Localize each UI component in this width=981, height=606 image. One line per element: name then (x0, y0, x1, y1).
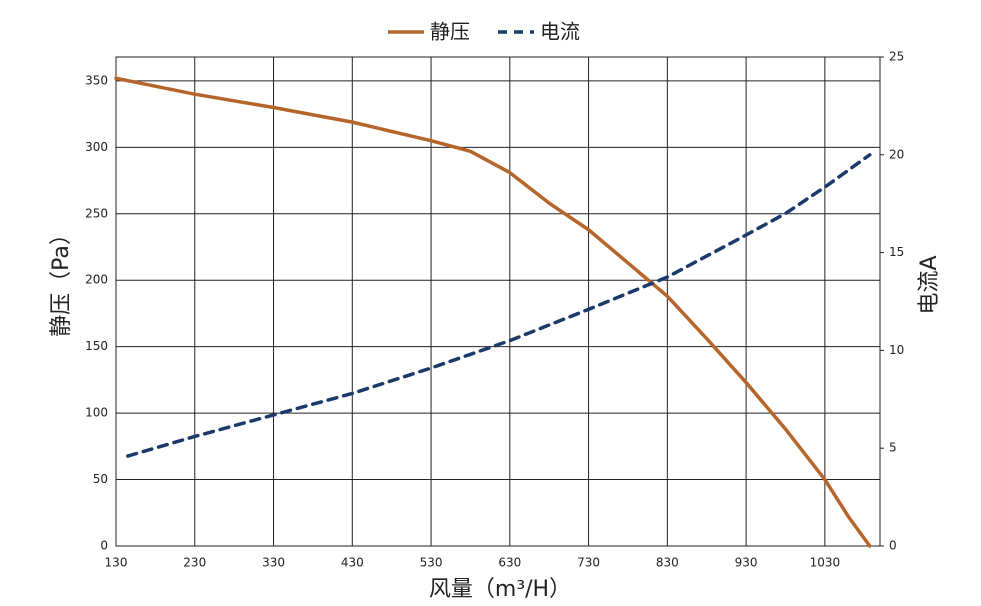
legend-label: 电流 (540, 20, 580, 44)
y2-tick-label: 25 (889, 50, 904, 64)
y2-tick-label: 20 (889, 147, 904, 161)
series-line (126, 153, 872, 458)
y-tick-label: 0 (100, 539, 108, 553)
y-tick-label: 250 (85, 206, 108, 220)
y2-tick-label: 0 (889, 539, 897, 553)
y2-axis-title: 电流A (917, 255, 942, 314)
x-tick-label: 530 (420, 556, 443, 570)
y-tick-label: 200 (85, 273, 108, 287)
plot-frame (115, 56, 881, 547)
x-tick-label: 230 (183, 556, 206, 570)
legend-label: 静压 (430, 20, 470, 44)
x-tick-label: 630 (498, 556, 521, 570)
x-tick-label: 930 (735, 556, 758, 570)
x-tick-label: 130 (105, 556, 128, 570)
y2-tick-label: 15 (889, 245, 904, 259)
y2-tick-label: 5 (889, 441, 897, 455)
x-tick-label: 830 (656, 556, 679, 570)
y-axis-title: 静压（Pa） (49, 223, 74, 337)
y2-tick-label: 10 (889, 343, 904, 357)
y-tick-label: 150 (85, 339, 108, 353)
x-tick-label: 330 (262, 556, 285, 570)
y-tick-label: 350 (85, 73, 108, 87)
y-tick-label: 100 (85, 406, 108, 420)
x-tick-label: 430 (341, 556, 364, 570)
y-tick-label: 50 (93, 472, 108, 486)
x-tick-label: 1030 (810, 556, 841, 570)
series-line (114, 76, 872, 548)
x-axis-title: 风量（m³/H） (429, 577, 571, 602)
x-tick-label: 730 (577, 556, 600, 570)
y-tick-label: 300 (85, 140, 108, 154)
